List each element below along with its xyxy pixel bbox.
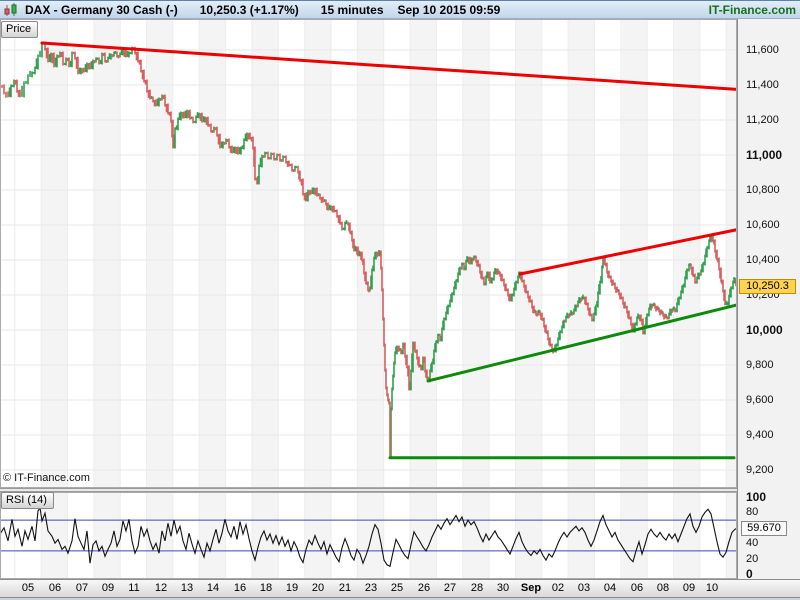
price-axis-label: 10,800 (746, 184, 780, 196)
rsi-level-lines (0, 519, 737, 552)
date-axis-label: 16 (233, 582, 247, 594)
instrument-title: DAX - Germany 30 Cash (-) (25, 2, 178, 17)
date-axis-label: 30 (496, 582, 510, 594)
rsi-axis-label: 40 (746, 537, 759, 550)
current-price-tag: 10,250.3 (739, 279, 796, 294)
candles-up (8, 41, 736, 457)
date-axis-label: 02 (551, 582, 565, 594)
date-axis-label: 03 (577, 582, 591, 594)
price-axis-label: 10,000 (746, 323, 783, 337)
price-axis-label: 9,200 (746, 464, 774, 476)
rsi-axis-label: 80 (746, 506, 759, 519)
date-axis-label: 09 (101, 582, 115, 594)
price-gridlines (0, 49, 737, 471)
rsi-axis-label: 100 (746, 490, 767, 504)
timeframe-label: 15 minutes (320, 2, 384, 17)
date-axis-label: 05 (21, 582, 35, 594)
candles (1, 41, 737, 457)
rsi-axis-label: 0 (746, 567, 753, 581)
window-bottom-edge (0, 598, 800, 600)
copyright-watermark: © IT-Finance.com (3, 472, 90, 484)
date-axis-label: 21 (338, 582, 352, 594)
trendline-rising-channel-top (518, 228, 737, 276)
date-axis-label: 04 (603, 582, 617, 594)
date-axis-label: 12 (154, 582, 168, 594)
price-axis-label: 9,800 (746, 359, 774, 371)
price-pane-tab[interactable]: Price (1, 21, 39, 38)
price-axis-column (737, 19, 800, 579)
price-axis-label: 11,400 (746, 79, 779, 91)
trendline-rising-channel-bottom (426, 303, 737, 383)
date-axis-label: 11 (128, 582, 140, 594)
price-axis-label: 11,200 (746, 114, 779, 126)
price-axis-label: 10,400 (746, 254, 780, 266)
price-axis-label: 9,400 (746, 429, 774, 441)
date-axis-label: 09 (682, 582, 696, 594)
candles-down (1, 41, 737, 457)
price-axis-label: 11,000 (746, 148, 783, 162)
price-axis-label: 10,600 (746, 219, 780, 231)
date-axis-label: 13 (180, 582, 194, 594)
date-axis-label: 20 (311, 582, 325, 594)
trendlines (40, 41, 737, 460)
date-axis-label: 27 (443, 582, 457, 594)
date-axis-label: Sep (520, 582, 542, 594)
date-axis-label: 25 (390, 582, 404, 594)
rsi-pane-tab[interactable]: RSI (14) (1, 492, 54, 509)
date-axis-label: 08 (656, 582, 670, 594)
rsi-current-value-tag: 59.670 (741, 521, 787, 536)
date-axis-label: 23 (364, 582, 378, 594)
quote-change: 10,250.3 (+1.17%) (199, 2, 299, 17)
datetime-label: Sep 10 2015 09:59 (397, 2, 501, 17)
price-axis-label: 9,600 (746, 394, 774, 406)
candlestick-icon (4, 2, 17, 16)
date-axis-label: 07 (75, 582, 89, 594)
rsi-line (0, 506, 737, 568)
date-axis-label: 19 (285, 582, 299, 594)
date-axis-label: 18 (259, 582, 273, 594)
rsi-axis-label: 20 (746, 552, 759, 565)
price-axis-label: 11,600 (746, 44, 779, 56)
date-axis-label: 26 (417, 582, 431, 594)
trendline-descending-resistance (40, 41, 737, 91)
date-axis-label: 10 (705, 582, 719, 594)
date-axis-bar (0, 579, 800, 598)
date-axis-label: 28 (470, 582, 484, 594)
day-bands (14, 20, 737, 578)
brand-link[interactable]: IT-Finance.com (708, 2, 796, 17)
date-axis-label: 06 (630, 582, 644, 594)
title-bar: DAX - Germany 30 Cash (-) 10,250.3 (+1.1… (0, 1, 800, 19)
date-axis-label: 14 (206, 582, 220, 594)
date-axis-label: 06 (48, 582, 62, 594)
pane-divider-handle[interactable] (0, 488, 737, 492)
pane-borders (0, 19, 737, 579)
